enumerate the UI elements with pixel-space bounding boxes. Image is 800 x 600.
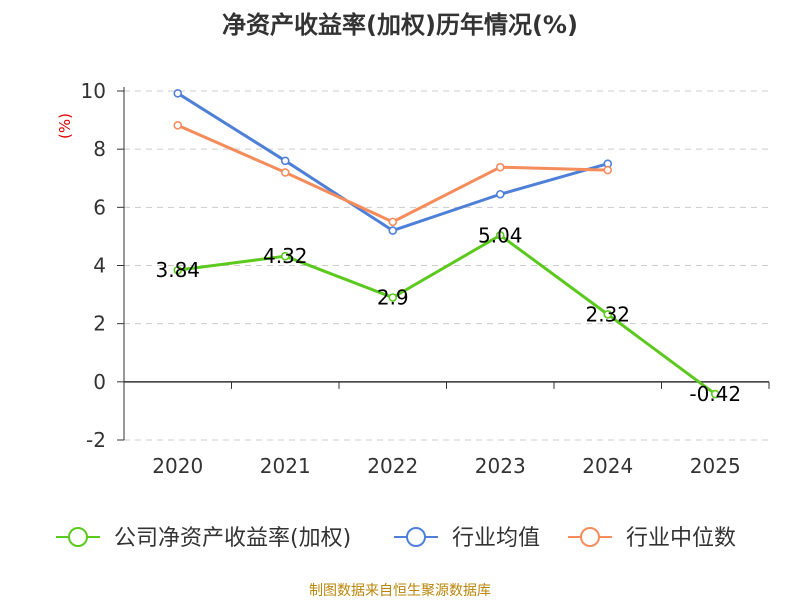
series-group bbox=[173, 89, 720, 399]
y-tick-label: 2 bbox=[93, 312, 106, 336]
x-tick-label: 2020 bbox=[152, 454, 203, 478]
y-tick-label: 6 bbox=[93, 195, 106, 219]
data-point bbox=[603, 310, 613, 319]
legend[interactable]: 公司净资产收益率(加权) 行业均值 行业中位数 bbox=[56, 526, 736, 551]
data-point bbox=[280, 156, 290, 166]
data-label: 3.84 bbox=[155, 258, 200, 282]
chart-title: 净资产收益率(加权)历年情况(%) bbox=[222, 11, 578, 39]
data-point bbox=[388, 226, 398, 235]
data-point bbox=[173, 89, 183, 98]
source-note: 制图数据来自恒生聚源数据库 bbox=[309, 583, 491, 599]
data-point bbox=[495, 230, 505, 240]
data-label: 2.32 bbox=[585, 302, 630, 326]
data-point bbox=[710, 389, 720, 399]
data-point bbox=[280, 251, 290, 261]
legend-marker bbox=[406, 527, 426, 547]
data-point bbox=[388, 217, 398, 227]
data-label: -0.42 bbox=[689, 382, 741, 406]
x-tick-label: 2022 bbox=[367, 454, 418, 478]
y-tick-label: 0 bbox=[93, 370, 106, 394]
x-tick-label: 2024 bbox=[582, 454, 633, 478]
legend-label: 行业均值 bbox=[452, 526, 540, 551]
y-axis-label: (%) bbox=[56, 113, 74, 139]
series-line bbox=[176, 92, 609, 233]
data-point bbox=[495, 189, 505, 199]
data-point bbox=[388, 293, 398, 302]
data-labels: 3.84 4.32 2.9 5.04 2.32 -0.42 bbox=[155, 223, 741, 406]
data-point bbox=[495, 162, 505, 172]
legend-marker bbox=[68, 527, 88, 547]
x-tick-labels: 2020 2021 2022 2023 2024 2025 bbox=[152, 454, 740, 478]
y-tick-label: 10 bbox=[81, 79, 106, 103]
data-point bbox=[173, 265, 183, 275]
x-tick-label: 2025 bbox=[690, 454, 741, 478]
data-label: 4.32 bbox=[263, 244, 308, 268]
y-tick-label: -2 bbox=[86, 428, 106, 452]
x-tick-label: 2021 bbox=[260, 454, 311, 478]
axes bbox=[117, 87, 770, 441]
legend-label: 公司净资产收益率(加权) bbox=[114, 526, 351, 551]
series-line bbox=[177, 233, 717, 396]
data-point bbox=[173, 121, 183, 130]
x-tick-label: 2023 bbox=[475, 454, 526, 478]
data-point bbox=[280, 168, 290, 177]
data-point bbox=[603, 165, 613, 175]
y-tick-label: 4 bbox=[93, 254, 106, 278]
y-tick-label: 8 bbox=[93, 137, 106, 161]
legend-label: 行业中位数 bbox=[626, 526, 736, 551]
data-label: 2.9 bbox=[377, 285, 409, 309]
y-tick-labels: -2 0 2 4 6 8 10 bbox=[81, 79, 106, 452]
legend-marker bbox=[580, 527, 600, 547]
data-label: 5.04 bbox=[478, 223, 523, 247]
